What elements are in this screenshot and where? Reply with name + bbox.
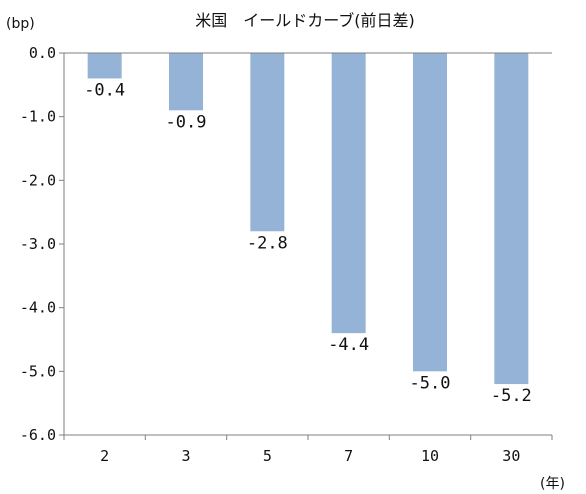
- bar-30: [494, 53, 529, 385]
- x-tick-label: 3: [181, 447, 190, 465]
- y-tick-label: -5.0: [20, 362, 56, 380]
- x-tick-label: 2: [100, 447, 109, 465]
- data-label-3: -0.9: [166, 112, 207, 132]
- data-label-30: -5.2: [491, 386, 532, 406]
- data-label-2: -0.4: [84, 80, 125, 100]
- x-tick-label: 10: [421, 447, 439, 465]
- x-tick-label: 7: [344, 447, 353, 465]
- data-label-7: -4.4: [328, 335, 369, 355]
- x-tick-label: 30: [502, 447, 520, 465]
- x-axis-label: (年): [540, 476, 565, 492]
- chart-title: 米国 イールドカーブ(前日差): [195, 11, 415, 30]
- data-label-10: -5.0: [410, 373, 451, 393]
- y-tick-label: -4.0: [20, 299, 56, 317]
- bar-7: [331, 53, 366, 334]
- plot-area: 0.0 -1.0 -2.0 -3.0 -4.0 -5.0 -6.0 2 3 5 7 10 30 -0.4 -…: [20, 44, 553, 465]
- bar-3: [169, 53, 203, 111]
- y-axis-label: (bp): [6, 16, 35, 32]
- bar-10: [413, 53, 447, 372]
- data-label-5: -2.8: [247, 233, 288, 253]
- x-tick-label: 5: [263, 447, 272, 465]
- y-tick-label: -3.0: [20, 235, 56, 253]
- y-tick-label: -6.0: [20, 426, 56, 444]
- bar-5: [250, 53, 285, 232]
- y-tick-label: -2.0: [20, 171, 56, 189]
- bar-2: [87, 53, 122, 79]
- y-tick-label: -1.0: [20, 108, 56, 126]
- y-tick-label: 0.0: [29, 44, 56, 62]
